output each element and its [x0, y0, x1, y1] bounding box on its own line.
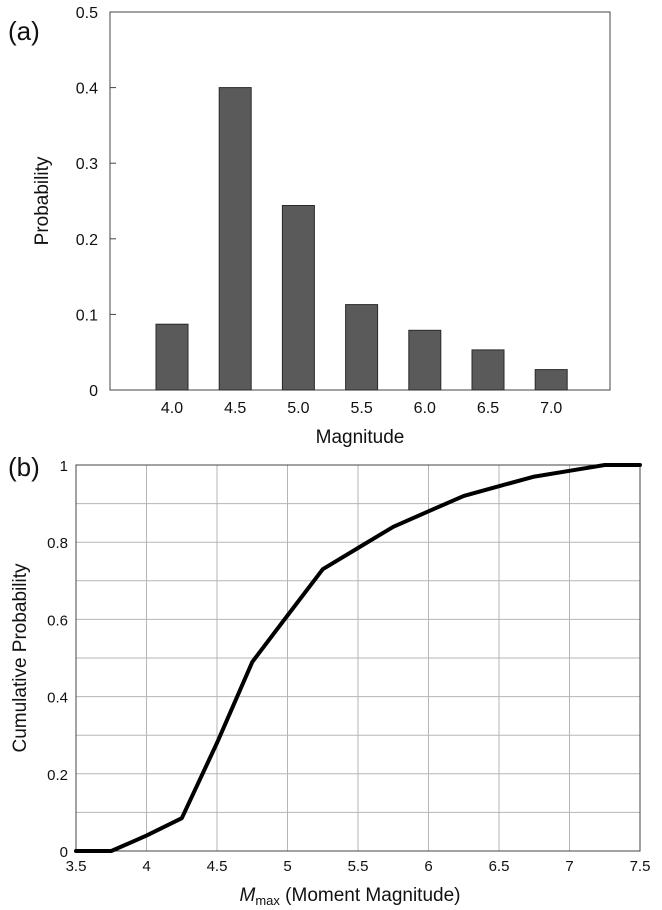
panel-b-grid: [75, 464, 641, 852]
panel-a-x-axis-title: Magnitude: [316, 427, 405, 448]
x-tick-label: 4.5: [207, 858, 228, 875]
y-tick-label: 0.3: [76, 156, 98, 173]
y-tick-label: 0.4: [76, 81, 98, 98]
panel-a-x-ticks: 4.0 4.5 5.0 5.5 6.0 6.5 7.0: [161, 400, 563, 417]
y-tick-label: 0: [89, 383, 98, 400]
panel-b-line-chart: (b) 0 0.2 0.4 0.6 0.8 1 3.5 4 4.5 5 5.5 6 6.5 7 7.5 M…: [8, 452, 650, 908]
y-tick-label: 0: [60, 844, 68, 861]
y-tick-label: 0.2: [47, 767, 68, 784]
panel-b-x-axis-title: Mmax (Moment Magnitude): [240, 885, 461, 908]
bar-4.0: [155, 323, 189, 391]
y-tick-label: 1: [60, 458, 68, 475]
bar-7.0: [534, 369, 568, 391]
x-tick-label: 3.5: [66, 858, 87, 875]
x-tick-label: 5: [283, 858, 291, 875]
panel-a-y-ticks: 0 0.1 0.2 0.3 0.4 0.5: [76, 5, 116, 400]
x-tick-label: 5.5: [348, 858, 369, 875]
x-tick-label: 5.5: [350, 400, 372, 417]
bar-5.5: [345, 304, 379, 391]
y-tick-label: 0.1: [76, 307, 98, 324]
panel-a-bars: [155, 87, 568, 391]
bar-6.0: [408, 329, 442, 391]
x-tick-label: 7.5: [630, 858, 651, 875]
x-tick-label: 6.5: [477, 400, 499, 417]
panel-b-x-ticks: 3.5 4 4.5 5 5.5 6 6.5 7 7.5: [66, 858, 651, 875]
panel-b-label: (b): [8, 452, 40, 482]
x-tick-label: 4.0: [161, 400, 183, 417]
bar-4.5: [218, 87, 252, 391]
y-tick-label: 0.5: [76, 5, 98, 22]
x-tick-label: 7.0: [540, 400, 562, 417]
x-tick-label: 7: [565, 858, 573, 875]
panel-a-y-axis-title: Probability: [32, 156, 53, 245]
panel-b-y-ticks: 0 0.2 0.4 0.6 0.8 1: [47, 458, 68, 861]
bar-6.5: [471, 349, 505, 391]
panel-b-cumulative-curve: [74, 463, 642, 853]
bar-5.0: [281, 205, 315, 391]
panel-b-y-axis-title: Cumulative Probability: [10, 563, 31, 753]
panel-a-label: (a): [8, 16, 40, 46]
panel-b-plot-frame: [75, 464, 641, 852]
y-tick-label: 0.8: [47, 535, 68, 552]
x-tick-label: 6: [424, 858, 432, 875]
x-tick-label: 6.5: [489, 858, 510, 875]
x-tick-label: 6.0: [414, 400, 436, 417]
panel-a-bar-chart: (a) 0 0.1 0.2 0.3 0.4 0.5 4.0 4.5 5.0 5.5 6.0 6.5 7…: [8, 5, 611, 448]
x-title-m: M: [240, 885, 256, 906]
x-title-sub: max: [255, 893, 280, 908]
x-tick-label: 4.5: [224, 400, 246, 417]
y-tick-label: 0.6: [47, 612, 68, 629]
y-tick-label: 0.2: [76, 232, 98, 249]
x-tick-label: 4: [142, 858, 150, 875]
y-tick-label: 0.4: [47, 690, 68, 707]
x-title-rest: (Moment Magnitude): [280, 885, 461, 906]
x-tick-label: 5.0: [287, 400, 309, 417]
